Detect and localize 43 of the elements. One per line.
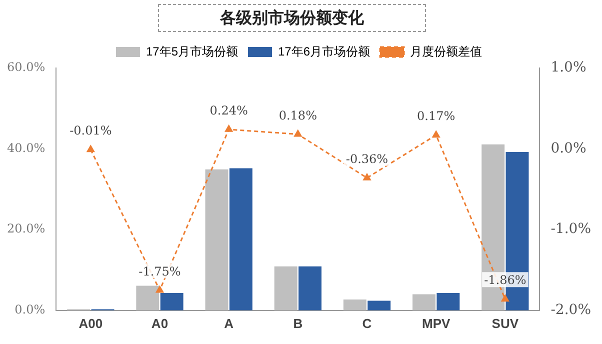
x-tick-label: SUV	[492, 316, 519, 331]
x-tick-label: C	[362, 316, 372, 331]
y-tick-label: 40.0%	[6, 140, 46, 155]
point	[432, 130, 440, 138]
point	[86, 145, 94, 152]
y-tick-label: 20.0%	[6, 222, 46, 236]
y-tick-label: 60.0%	[6, 60, 46, 74]
data-label: 0.24%	[210, 104, 248, 118]
data-label: 0.18%	[278, 108, 317, 122]
y2-tick-label: -1.0%	[550, 221, 592, 238]
bar	[368, 300, 391, 310]
data-label: -1.75%	[138, 264, 181, 278]
x-tick-label: A	[224, 316, 234, 331]
y2-tick-label: -2.0%	[550, 302, 592, 318]
y2-tick-label: 0.0%	[550, 140, 586, 156]
legend-label: 17年6月市场份额	[278, 44, 370, 58]
data-label: 0.17%	[417, 109, 456, 124]
point	[156, 286, 164, 293]
point	[225, 125, 233, 132]
bar	[160, 293, 184, 310]
x-tick-label: MPV	[422, 316, 450, 331]
x-tick-label: A00	[78, 316, 103, 331]
bar	[412, 294, 436, 310]
legend-label: 17年5月市场份额	[146, 44, 238, 58]
data-label: -1.86%	[484, 273, 526, 288]
bar	[436, 293, 460, 310]
bar	[298, 266, 322, 310]
data-label: -0.01%	[70, 124, 112, 138]
bar	[205, 169, 228, 310]
point	[363, 174, 371, 180]
y-tick-label: 0.0%	[14, 302, 46, 317]
legend-label: 月度份额差值	[410, 44, 482, 58]
chart-title: 各级别市场份额变化	[158, 4, 426, 32]
x-tick-label: B	[293, 316, 303, 331]
bar	[274, 266, 298, 310]
x-tick-label: A0	[151, 316, 168, 331]
data-label: -0.36%	[346, 152, 388, 166]
bar	[343, 299, 366, 310]
point	[501, 294, 509, 302]
y2-tick-label: 1.0%	[550, 60, 586, 76]
point	[294, 130, 302, 137]
bar	[229, 168, 252, 310]
bar	[136, 286, 160, 310]
